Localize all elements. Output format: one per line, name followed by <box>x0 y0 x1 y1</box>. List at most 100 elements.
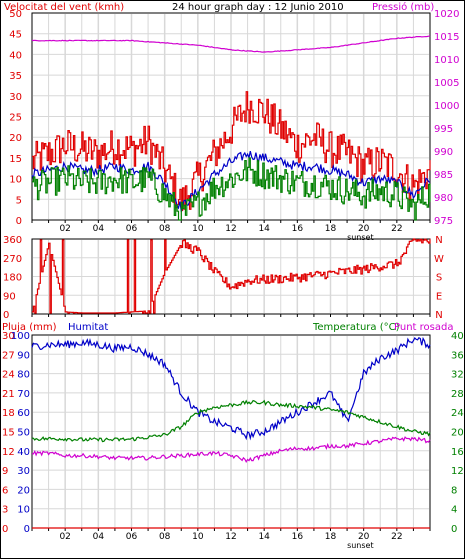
rain-y-tick: 0 <box>2 524 8 535</box>
temp-y-tick: 40 <box>451 331 464 342</box>
grid-lines <box>31 14 431 531</box>
temperature-label: Temperatura (°C) <box>312 322 400 333</box>
x-tick-label: 06 <box>126 224 138 234</box>
temp-y-tick: 24 <box>451 408 464 419</box>
direction-y-tick: 180 <box>3 273 22 284</box>
humidity-y-tick: 20 <box>17 485 30 496</box>
x-tick-label: 10 <box>192 532 204 542</box>
x-tick-label: 02 <box>59 532 70 542</box>
humidity-label: Humitat <box>68 322 108 333</box>
x-tick-label: 08 <box>159 532 171 542</box>
x-tick-label: 16 <box>292 532 304 542</box>
x-tick-label: 06 <box>126 532 138 542</box>
direction-y-tick: 360 <box>3 235 22 246</box>
wind-y-tick: 35 <box>9 71 22 82</box>
x-tick-label: 02 <box>59 224 70 234</box>
x-tick-label: 12 <box>225 224 236 234</box>
x-tick-label: 04 <box>93 532 105 542</box>
plot-lines <box>31 35 431 529</box>
humidity-y-tick: 30 <box>17 466 30 477</box>
humidity-y-tick: 40 <box>17 447 30 458</box>
compass-label: N <box>435 235 442 246</box>
dewpoint-label: Punt rosada <box>394 322 453 333</box>
rain-y-tick: 21 <box>2 389 15 400</box>
series-line-green <box>32 157 431 221</box>
wind-y-tick: 50 <box>9 9 22 20</box>
rain-label: Pluja (mm) <box>2 322 57 333</box>
temp-y-tick: 12 <box>451 466 464 477</box>
wind-y-tick: 25 <box>9 113 22 124</box>
wind-y-tick: 40 <box>9 50 22 61</box>
humidity-y-tick: 10 <box>17 505 30 516</box>
humidity-y-tick: 50 <box>17 428 30 439</box>
x-tick-label: 18 <box>325 224 337 234</box>
compass-label: N <box>435 310 442 321</box>
rain-y-tick: 18 <box>2 408 15 419</box>
temp-y-tick: 8 <box>451 485 457 496</box>
direction-y-tick: 270 <box>3 254 22 265</box>
rain-y-tick: 12 <box>2 447 15 458</box>
pressure-y-tick: 975 <box>434 216 453 227</box>
x-tick-label: 14 <box>258 532 270 542</box>
sunset-label: sunset <box>347 541 374 550</box>
pressure-title: Pressió (mb) <box>372 1 434 13</box>
rain-y-tick: 15 <box>2 428 15 439</box>
wind-y-tick: 10 <box>9 175 22 186</box>
direction-line <box>32 238 431 314</box>
rain-y-tick: 30 <box>2 331 15 342</box>
pressure-y-tick: 1015 <box>434 32 459 43</box>
compass-label: S <box>436 273 442 284</box>
temp-y-tick: 36 <box>451 350 464 361</box>
wind-y-tick: 0 <box>16 216 22 227</box>
temp-y-tick: 16 <box>451 447 464 458</box>
x-tick-label: 18 <box>325 532 337 542</box>
temp-y-tick: 20 <box>451 428 464 439</box>
pressure-y-tick: 985 <box>434 170 453 181</box>
x-tick-label: 12 <box>225 532 236 542</box>
pressure-y-tick: 980 <box>434 193 453 204</box>
temp-y-tick: 32 <box>451 370 464 381</box>
pressure-y-tick: 1020 <box>434 9 459 20</box>
rain-y-tick: 27 <box>2 350 15 361</box>
humidity-y-tick: 90 <box>17 350 30 361</box>
wind-y-tick: 15 <box>9 154 22 165</box>
x-tick-label: 04 <box>93 224 105 234</box>
pressure-y-tick: 1010 <box>434 55 459 66</box>
direction-y-tick: 90 <box>3 291 16 302</box>
series-line-red <box>32 91 431 212</box>
humidity-y-tick: 100 <box>11 331 30 342</box>
rain-y-tick: 3 <box>2 505 8 516</box>
series-line-magenta <box>31 436 431 464</box>
x-tick-label: 20 <box>358 224 370 234</box>
wind-y-tick: 45 <box>9 30 22 41</box>
wind-y-tick: 30 <box>9 92 22 103</box>
compass-label: E <box>436 291 442 302</box>
temp-y-tick: 28 <box>451 389 464 400</box>
x-tick-label: 22 <box>391 532 402 542</box>
sunset-label: sunset <box>347 233 374 242</box>
pressure-y-tick: 990 <box>434 147 453 158</box>
humidity-y-tick: 80 <box>17 370 30 381</box>
temp-y-tick: 4 <box>451 505 457 516</box>
wind-y-tick: 5 <box>16 195 22 206</box>
pressure-y-tick: 1000 <box>434 101 459 112</box>
series-line-blue <box>31 336 431 441</box>
x-tick-label: 20 <box>358 532 370 542</box>
series-line-green <box>31 399 431 443</box>
pressure-y-tick: 995 <box>434 124 453 135</box>
wind-title: Velocitat del vent (kmh) <box>4 2 124 13</box>
x-tick-label: 08 <box>159 224 171 234</box>
temp-y-tick: 0 <box>451 524 457 535</box>
humidity-y-tick: 0 <box>24 524 30 535</box>
wind-y-tick: 20 <box>9 133 22 144</box>
x-tick-label: 16 <box>292 224 304 234</box>
graph-title: 24 hour graph day : 12 Junio 2010 <box>172 2 344 13</box>
direction-y-tick: 0 <box>3 310 9 321</box>
compass-label: W <box>434 254 444 265</box>
series-line-magenta <box>31 35 431 53</box>
rain-y-tick: 9 <box>2 466 8 477</box>
x-tick-label: 22 <box>391 224 402 234</box>
x-tick-label: 10 <box>192 224 204 234</box>
humidity-y-tick: 70 <box>17 389 30 400</box>
